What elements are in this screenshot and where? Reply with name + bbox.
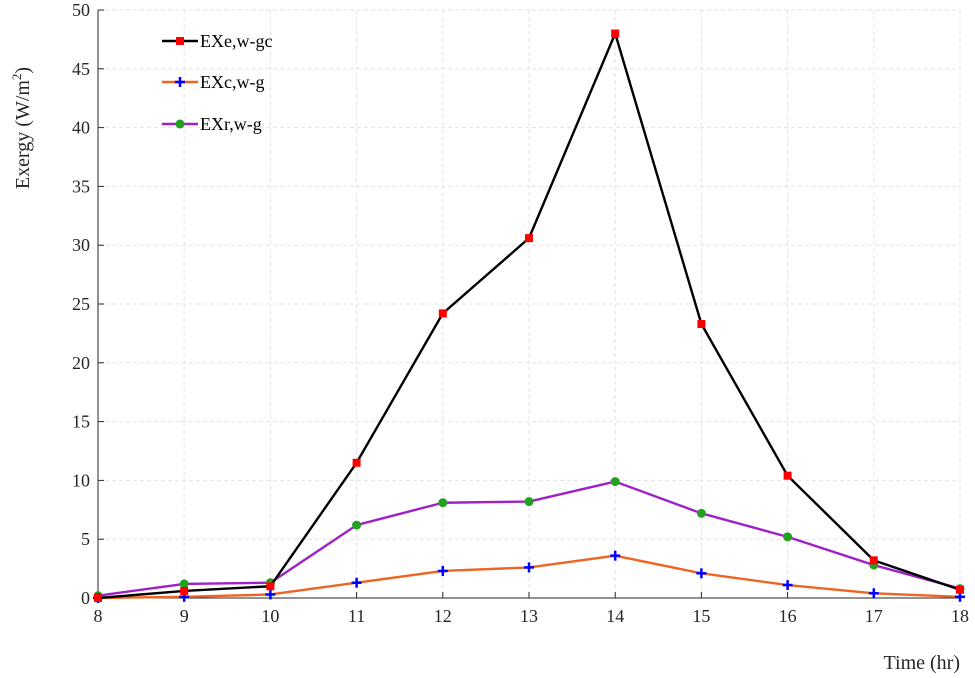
data-point [351,577,362,588]
data-point [94,594,102,602]
data-point [611,29,620,38]
y-axis-title-tail: ) [12,67,34,74]
grid [97,9,961,599]
data-point [696,508,706,518]
x-axis-title: Time (hr) [884,652,960,674]
x-tick-label: 10 [261,606,279,626]
data-point [783,532,793,542]
y-axis-title-superscript: 2 [9,74,24,81]
x-tick-label: 8 [94,606,103,626]
data-point [437,565,448,576]
legend-item: EXc,w-g [162,72,264,92]
x-tick-label: 15 [692,606,710,626]
data-point [783,471,792,480]
legend-label: EXc,w-g [200,72,264,92]
series-0 [94,29,964,602]
legend-marker [176,37,184,45]
y-tick-label: 20 [72,353,90,373]
y-tick-label: 5 [81,529,90,549]
legend-label: EXe,w-gc [200,31,272,51]
data-point [524,562,534,573]
y-tick-label: 35 [72,176,90,196]
data-point [868,588,879,599]
data-point [610,550,621,561]
data-point [782,580,793,591]
data-point [352,458,361,467]
y-axis-title-main: Exergy (W/m [12,80,34,189]
y-tick-label: 0 [81,588,90,608]
data-point [265,589,276,600]
data-point [696,568,707,579]
legend-item: EXr,w-g [162,114,262,134]
legend-marker [175,77,185,87]
axes: 8 9 10 11 12 13 14 15 16 17 18 0 5 10 15 20 25 30 35 40 45 50 [72,0,969,626]
x-tick-label: 16 [779,606,797,626]
y-tick-label: 15 [72,412,90,432]
data-point [352,520,362,530]
legend-label: EXr,w-g [200,114,262,134]
data-point [524,497,534,507]
data-point [266,582,275,591]
y-tick-label: 40 [72,118,90,138]
data-point [869,556,878,565]
x-tick-label: 11 [348,606,365,626]
y-axis-title: Exergy (W/m2) [9,67,34,189]
data-point [179,579,189,589]
legend-marker [175,119,185,129]
x-tick-label: 12 [434,606,452,626]
x-tick-label: 14 [606,606,624,626]
legend-item: EXe,w-gc [162,31,272,51]
y-tick-label: 30 [72,235,90,255]
data-point [525,234,533,243]
x-tick-label: 18 [951,606,969,626]
series-layer [93,29,965,603]
y-tick-label: 10 [72,470,90,490]
y-tick-label: 50 [72,0,90,20]
y-tick-label: 25 [72,294,90,314]
data-point [438,309,447,318]
x-tick-label: 17 [865,606,883,626]
series-1 [93,550,965,603]
legend: EXe,w-gc EXc,w-g EXr,w-g [162,31,272,134]
x-tick-label: 13 [520,606,538,626]
data-point [180,586,189,595]
data-point [610,477,620,487]
data-point [697,319,706,328]
x-tick-label: 9 [180,606,189,626]
data-point [438,498,448,508]
y-tick-label: 45 [72,59,90,79]
data-point [956,585,964,594]
